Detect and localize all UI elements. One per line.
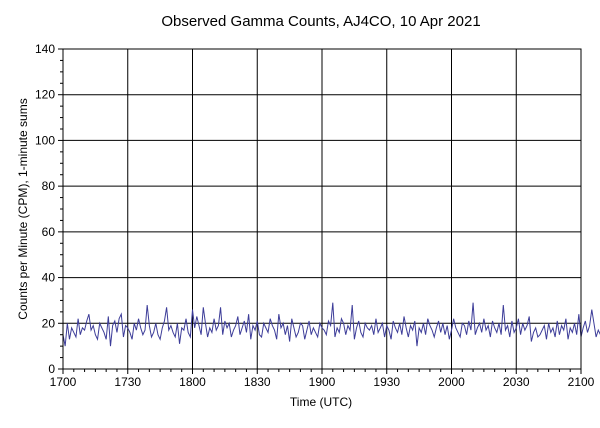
series-lines [62, 302, 600, 347]
y-axis-label: Counts per Minute (CPM), 1-minute sums [16, 98, 30, 319]
x-tick-label: 1800 [179, 375, 206, 389]
y-axis-ticks: 0 20 40 60 80 100 120 140 [35, 42, 63, 376]
x-tick-label: 2000 [438, 375, 465, 389]
x-tick-label: 1700 [50, 375, 77, 389]
x-tick-label: 2100 [568, 375, 595, 389]
y-tick-label: 140 [35, 42, 55, 56]
x-tick-label: 1930 [373, 375, 400, 389]
y-tick-label: 60 [42, 225, 56, 239]
y-tick-label: 20 [42, 316, 56, 330]
x-axis-label: Time (UTC) [290, 395, 352, 409]
grid-lines [62, 48, 582, 370]
y-tick-label: 40 [42, 271, 56, 285]
y-tick-label: 100 [35, 133, 55, 147]
y-tick-label: 120 [35, 88, 55, 102]
x-axis-ticks: 1700 1730 1800 1830 1900 1930 2000 2030 2100 [50, 369, 595, 389]
x-tick-label: 2030 [503, 375, 530, 389]
x-tick-label: 1900 [309, 375, 336, 389]
x-tick-label: 1730 [114, 375, 141, 389]
y-tick-label: 80 [42, 179, 56, 193]
chart-title: Observed Gamma Counts, AJ4CO, 10 Apr 202… [161, 13, 480, 30]
x-tick-label: 1830 [244, 375, 271, 389]
y-tick-label: 0 [48, 362, 55, 376]
series-line [62, 302, 600, 347]
